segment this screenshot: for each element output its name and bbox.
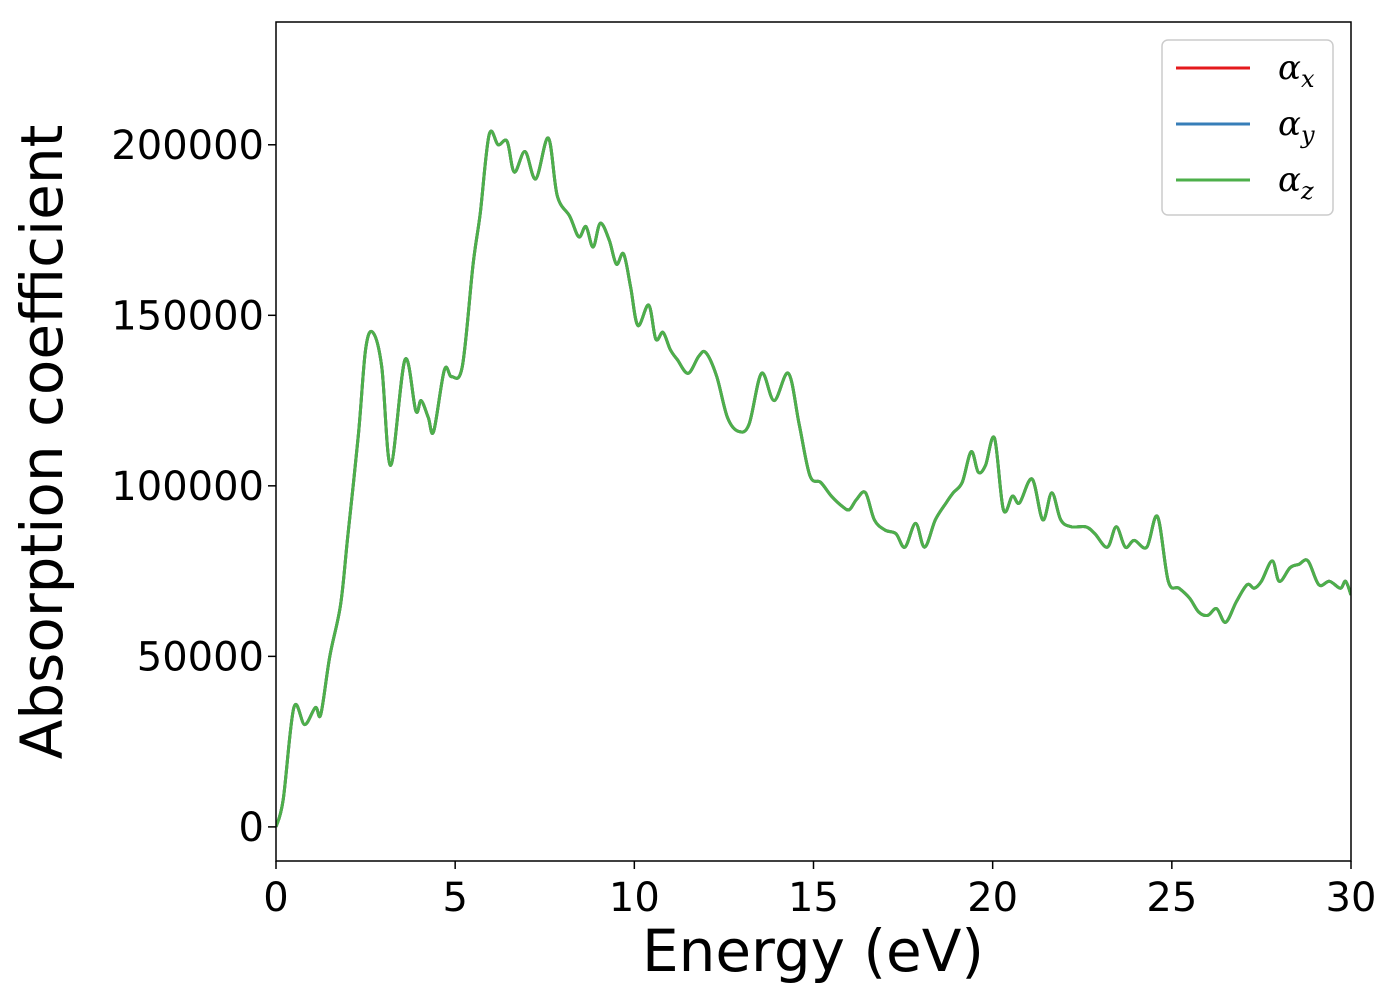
series-layer (276, 129, 1351, 828)
y-tick-label: 200000 (111, 123, 264, 169)
x-tick-label: 5 (442, 875, 467, 921)
y-tick-label: 0 (239, 805, 264, 851)
x-tick-label: 20 (967, 875, 1018, 921)
legend: αx αy αz (1161, 39, 1334, 216)
y-tick-label: 50000 (137, 634, 264, 680)
series-line-alpha-z (276, 129, 1351, 828)
x-tick-label: 25 (1146, 875, 1197, 921)
x-tick-label: 30 (1326, 875, 1377, 921)
legend-label-alpha-x: αx (1278, 48, 1315, 93)
legend-label-alpha-z: αz (1278, 160, 1314, 205)
y-axis: 0 50000 100000 150000 200000 (111, 123, 276, 851)
series-line-alpha-y (276, 129, 1351, 828)
legend-box (1161, 39, 1334, 216)
y-axis-title: Absorption coefficient (8, 125, 76, 760)
x-tick-label: 10 (609, 875, 660, 921)
x-axis: 0 5 10 15 20 25 30 (263, 861, 1376, 921)
legend-label-alpha-y: αy (1278, 104, 1315, 149)
x-tick-label: 0 (263, 875, 288, 921)
x-tick-label: 15 (788, 875, 839, 921)
x-axis-title: Energy (eV) (642, 917, 984, 985)
y-tick-label: 150000 (111, 293, 264, 339)
series-line-alpha-x (276, 129, 1351, 828)
y-tick-label: 100000 (111, 464, 264, 510)
